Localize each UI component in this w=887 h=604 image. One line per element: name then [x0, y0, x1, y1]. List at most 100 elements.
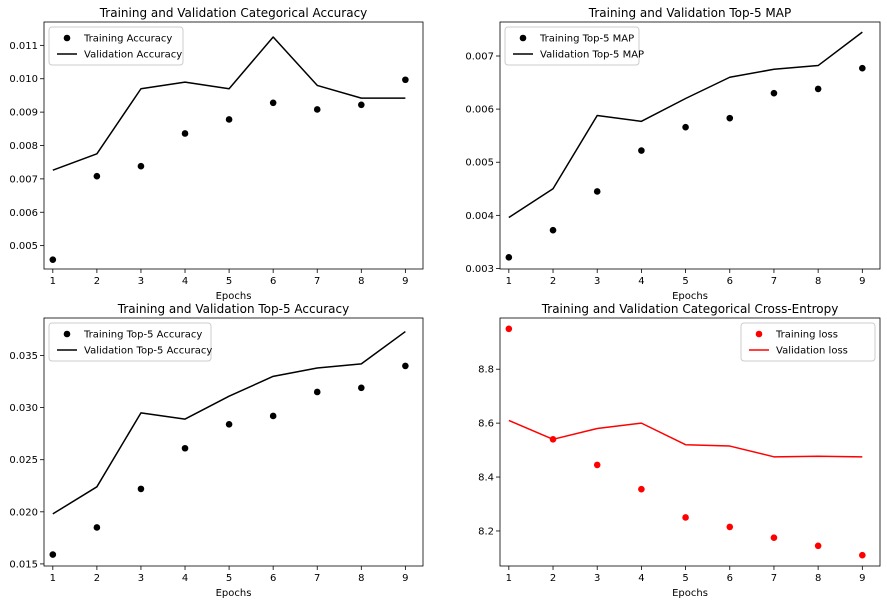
data-point — [726, 523, 734, 531]
y-tick-label: 0.007 — [465, 51, 494, 62]
legend-label: Training loss — [775, 330, 838, 341]
legend-label: Validation Accuracy — [84, 50, 182, 61]
plot-frame — [43, 317, 424, 567]
data-point — [859, 551, 866, 559]
x-tick-label: 8 — [815, 573, 821, 584]
legend: Training Accuracy Validation Accuracy — [48, 26, 184, 66]
legend-dot-swatch — [63, 34, 71, 42]
x-tick-label: 6 — [727, 276, 733, 287]
x-tick-label: 9 — [859, 276, 865, 287]
x-tick-label: 8 — [358, 573, 364, 584]
data-point — [137, 162, 145, 170]
data-point — [225, 420, 233, 428]
x-tick-label: 7 — [771, 573, 777, 584]
data-point — [726, 114, 734, 122]
y-tick-label: 0.035 — [9, 351, 38, 362]
data-point — [770, 89, 778, 97]
y-tick-label: 0.006 — [9, 208, 38, 219]
chart-panel-1: Training and Validation Categorical Accu… — [9, 6, 424, 302]
chart-title: Training and Validation Top-5 Accuracy — [117, 302, 349, 316]
x-axis-label: Epochs — [672, 588, 708, 599]
x-tick-label: 6 — [270, 276, 276, 287]
x-tick-label: 1 — [506, 573, 512, 584]
y-tick-label: 8.6 — [478, 419, 494, 430]
legend-label: Validation Top-5 MAP — [540, 50, 644, 61]
data-point — [859, 64, 866, 72]
data-point — [402, 362, 409, 370]
x-tick-label: 9 — [859, 573, 865, 584]
legend: Training Top-5 Accuracy Validation Top-5 … — [48, 322, 212, 362]
y-tick-label: 0.006 — [465, 105, 494, 116]
x-tick-label: 7 — [314, 276, 320, 287]
legend-label: Training Top-5 MAP — [539, 34, 634, 45]
y-tick-label: 0.005 — [465, 158, 494, 169]
data-point — [402, 76, 409, 84]
data-point — [593, 461, 601, 469]
data-point — [313, 388, 321, 396]
y-tick-label: 0.020 — [9, 507, 38, 518]
y-tick-label: 0.011 — [9, 41, 38, 52]
series-line-validation-loss — [508, 419, 863, 458]
x-tick-label: 6 — [270, 573, 276, 584]
y-tick-label: 0.007 — [9, 174, 38, 185]
legend-label: Training Accuracy — [83, 34, 172, 45]
chart-title: Training and Validation Categorical Cros… — [541, 302, 839, 316]
legend-dot-swatch — [519, 34, 527, 42]
data-point — [181, 130, 189, 137]
legend: Training loss Validation loss — [740, 322, 876, 362]
y-tick-label: 0.003 — [465, 264, 494, 275]
plot-frame — [499, 317, 881, 567]
data-point — [137, 485, 145, 493]
y-tick-label: 8.2 — [478, 526, 494, 537]
x-tick-label: 5 — [682, 276, 688, 287]
legend-dot-swatch — [63, 330, 71, 338]
x-tick-label: 4 — [638, 573, 644, 584]
y-tick-label: 0.030 — [9, 403, 38, 414]
x-tick-label: 1 — [50, 276, 56, 287]
y-tick-label: 0.008 — [9, 141, 38, 152]
data-point — [505, 325, 513, 333]
x-tick-label: 2 — [94, 276, 100, 287]
data-point — [814, 542, 822, 550]
series-line-validation-top-5-map — [508, 31, 863, 219]
series-line-validation-accuracy — [52, 36, 406, 171]
x-tick-label: 6 — [727, 573, 733, 584]
data-point — [682, 123, 689, 131]
y-tick-label: 8.4 — [478, 473, 494, 484]
data-point — [638, 147, 645, 154]
x-tick-label: 9 — [402, 276, 408, 287]
x-tick-label: 4 — [638, 276, 644, 287]
y-tick-label: 0.005 — [9, 241, 38, 252]
legend-box — [48, 26, 184, 66]
data-point — [549, 226, 557, 234]
x-tick-label: 3 — [594, 573, 600, 584]
x-tick-label: 4 — [182, 276, 188, 287]
x-axis-label: Epochs — [216, 588, 252, 599]
chart-panel-3: Training and Validation Top-5 Accuracy 1 2… — [9, 302, 424, 599]
legend-label: Validation loss — [776, 346, 848, 357]
data-point — [814, 85, 822, 93]
chart-title: Training and Validation Categorical Accu… — [99, 6, 368, 20]
legend-label: Validation Top-5 Accuracy — [84, 346, 212, 357]
x-tick-label: 5 — [682, 573, 688, 584]
data-point — [181, 444, 189, 452]
y-tick-label: 0.004 — [465, 211, 494, 222]
data-point — [638, 485, 645, 493]
legend: Training Top-5 MAP Validation Top-5 MAP — [504, 26, 644, 66]
data-point — [93, 524, 101, 531]
plot-frame — [43, 21, 424, 270]
x-axis-label: Epochs — [672, 291, 708, 302]
data-point — [49, 256, 57, 263]
data-point — [593, 188, 601, 195]
x-tick-label: 2 — [94, 573, 100, 584]
x-tick-label: 3 — [138, 573, 144, 584]
data-point — [770, 534, 778, 541]
x-tick-label: 4 — [182, 573, 188, 584]
x-tick-label: 8 — [358, 276, 364, 287]
x-tick-label: 2 — [550, 573, 556, 584]
data-point — [358, 384, 365, 392]
x-tick-label: 1 — [50, 573, 56, 584]
x-tick-label: 3 — [594, 276, 600, 287]
x-tick-label: 7 — [771, 276, 777, 287]
y-tick-label: 0.025 — [9, 455, 38, 466]
